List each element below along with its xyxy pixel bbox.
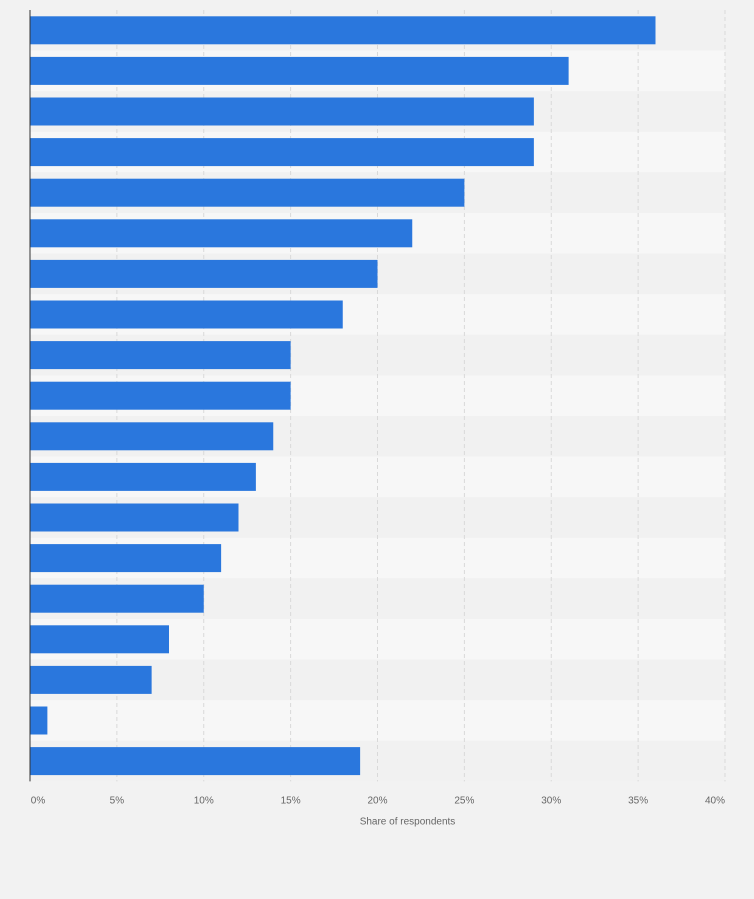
- bar[interactable]: [30, 625, 169, 654]
- bar[interactable]: [30, 706, 48, 735]
- bar[interactable]: [30, 300, 343, 329]
- bar[interactable]: [30, 503, 239, 532]
- bar[interactable]: [30, 16, 656, 45]
- bars: [30, 16, 656, 776]
- x-tick-label: 30%: [541, 795, 561, 806]
- bar[interactable]: [30, 422, 274, 451]
- bar[interactable]: [30, 341, 291, 370]
- bar[interactable]: [30, 97, 534, 126]
- bar[interactable]: [30, 259, 378, 288]
- x-tick-label: 0%: [31, 795, 46, 806]
- bar[interactable]: [30, 219, 413, 248]
- x-tick-label: 35%: [628, 795, 648, 806]
- x-tick-label: 25%: [454, 795, 474, 806]
- x-tick-label: 20%: [367, 795, 387, 806]
- bar[interactable]: [30, 584, 204, 613]
- x-tick-label: 10%: [194, 795, 214, 806]
- bar[interactable]: [30, 56, 569, 85]
- bar[interactable]: [30, 544, 222, 573]
- x-axis-ticks: 0% 5% 10% 15% 20% 25% 30% 35% 40%: [31, 795, 725, 806]
- bar[interactable]: [30, 462, 256, 491]
- x-tick-label: 15%: [281, 795, 301, 806]
- x-axis-title: Share of respondents: [360, 816, 456, 827]
- bar[interactable]: [30, 747, 361, 776]
- x-tick-label: 40%: [705, 795, 725, 806]
- bar[interactable]: [30, 381, 291, 410]
- bar[interactable]: [30, 665, 152, 694]
- bar[interactable]: [30, 138, 534, 167]
- x-tick-label: 5%: [110, 795, 125, 806]
- bar[interactable]: [30, 178, 465, 207]
